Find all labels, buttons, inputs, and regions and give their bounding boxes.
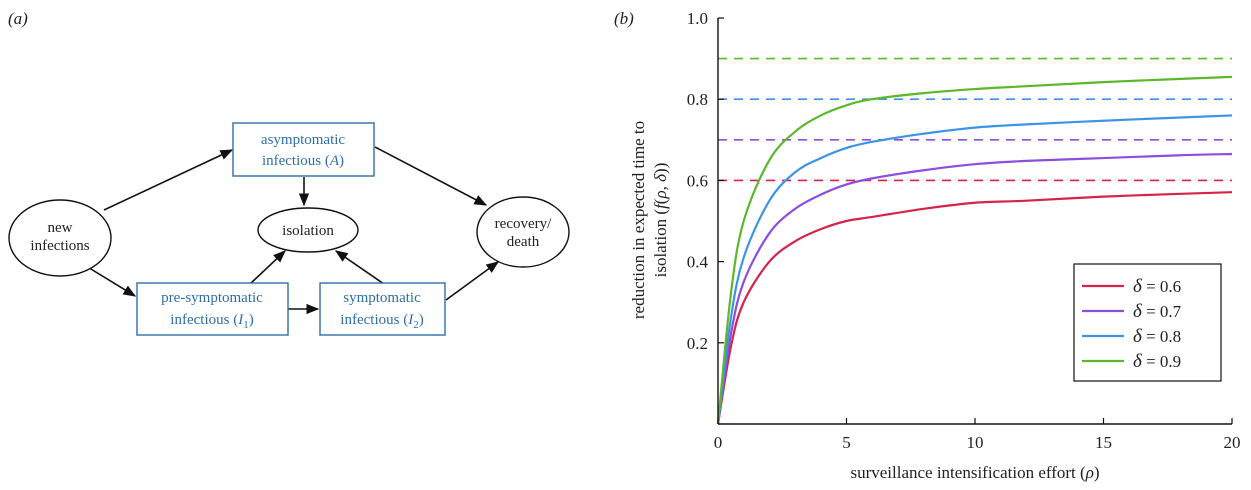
series-line-delta-0-6 bbox=[716, 191, 1233, 425]
node-isolation: isolation bbox=[257, 207, 359, 253]
arrow-asymptomatic-to-recovery bbox=[374, 146, 488, 206]
y-axis-label-line1: reduction in expected time to bbox=[629, 121, 648, 319]
symptomatic-line1: symptomatic bbox=[343, 290, 421, 306]
legend-items: δ = 0.6 δ = 0.7 δ = 0.8 δ = 0.9 bbox=[1082, 276, 1182, 372]
arrow-presymptomatic-to-isolation bbox=[249, 250, 286, 285]
panel-b-label: (b) bbox=[614, 9, 634, 28]
arrow-symptomatic-to-isolation bbox=[334, 250, 385, 285]
x-tick-label: 10 bbox=[967, 433, 984, 452]
asymptote-lines bbox=[718, 57, 1232, 182]
diagram-arrows bbox=[85, 146, 500, 315]
symptomatic-line2: infectious (I2) bbox=[340, 312, 423, 331]
asymptomatic-line2: infectious (A) bbox=[262, 153, 344, 169]
series-line-delta-0-9 bbox=[716, 75, 1233, 425]
x-ticks: 0 5 10 15 20 bbox=[714, 418, 1241, 452]
y-ticks: 0.2 0.4 0.6 0.8 1.0 bbox=[687, 9, 724, 353]
legend-entry: δ = 0.8 bbox=[1133, 326, 1181, 347]
x-tick-label: 5 bbox=[842, 433, 851, 452]
legend: δ = 0.6 δ = 0.7 δ = 0.8 δ = 0.9 bbox=[1073, 263, 1222, 382]
panel-b-chart: (b) 0 5 10 15 20 0.2 0.4 0.6 0.8 1.0 surveillanc… bbox=[614, 9, 1241, 482]
legend-entry: δ = 0.6 bbox=[1133, 276, 1181, 297]
pre-symptomatic-line2: infectious (I1) bbox=[170, 312, 253, 331]
new-infections-line2: infections bbox=[30, 238, 89, 254]
node-symptomatic: symptomatic infectious (I2) bbox=[319, 282, 446, 336]
x-tick-label: 15 bbox=[1095, 433, 1112, 452]
arrow-new-to-presymptomatic bbox=[85, 265, 137, 297]
y-tick-label: 1.0 bbox=[687, 9, 708, 28]
node-asymptomatic: asymptomatic infectious (A) bbox=[232, 122, 375, 177]
node-recovery-death: recovery/ death bbox=[476, 196, 570, 268]
x-tick-label: 20 bbox=[1224, 433, 1241, 452]
y-tick-label: 0.8 bbox=[687, 90, 708, 109]
panel-a-diagram: (a) new infections isolation recovery/ d… bbox=[8, 9, 570, 336]
x-axis-label: surveillance intensification effort (ρ) bbox=[850, 463, 1099, 482]
y-axis-label: reduction in expected time to isolation … bbox=[629, 121, 670, 319]
isolation-label: isolation bbox=[282, 223, 334, 239]
recovery-death-line1: recovery/ bbox=[495, 216, 552, 232]
legend-entry: δ = 0.9 bbox=[1133, 351, 1181, 372]
y-tick-label: 0.4 bbox=[687, 253, 709, 272]
series-line-delta-0-8 bbox=[716, 114, 1233, 425]
y-tick-label: 0.2 bbox=[687, 334, 708, 353]
series-line-delta-0-7 bbox=[716, 152, 1233, 425]
asymptomatic-line1: asymptomatic bbox=[261, 132, 345, 148]
node-new-infections: new infections bbox=[8, 199, 112, 277]
y-axis-label-line2: isolation (f(ρ, δ)) bbox=[651, 163, 670, 278]
legend-entry: δ = 0.7 bbox=[1133, 301, 1182, 322]
node-pre-symptomatic: pre-symptomatic infectious (I1) bbox=[136, 282, 289, 336]
x-tick-label: 0 bbox=[714, 433, 723, 452]
y-tick-label: 0.6 bbox=[687, 171, 708, 190]
pre-symptomatic-line1: pre-symptomatic bbox=[161, 290, 263, 306]
arrow-symptomatic-to-recovery bbox=[445, 261, 500, 301]
new-infections-line1: new bbox=[48, 220, 73, 236]
arrow-new-to-asymptomatic bbox=[103, 149, 234, 211]
series-lines bbox=[716, 75, 1233, 425]
panel-a-label: (a) bbox=[8, 9, 28, 28]
recovery-death-line2: death bbox=[507, 234, 540, 250]
